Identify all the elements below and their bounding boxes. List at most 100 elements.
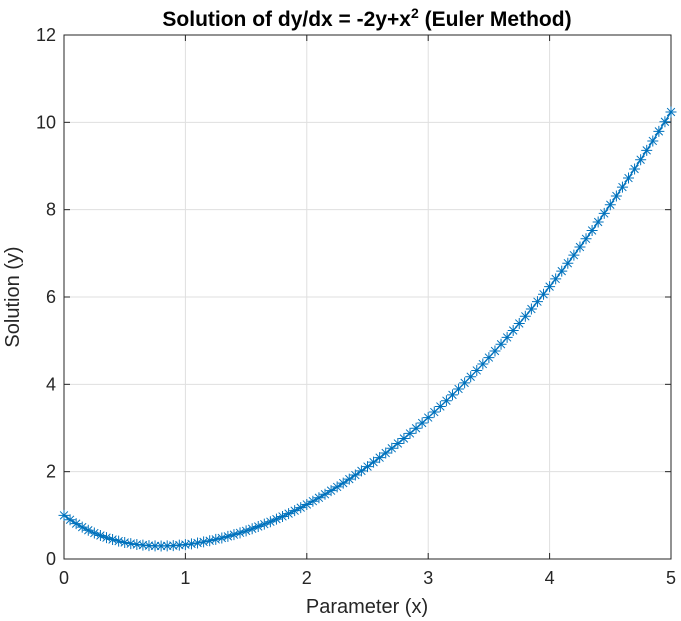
data-point-marker <box>604 199 616 211</box>
data-point-marker <box>343 473 355 485</box>
data-point-marker <box>525 303 537 315</box>
data-point-marker <box>161 540 173 552</box>
data-point-marker <box>653 125 665 137</box>
data-point-marker <box>665 106 677 118</box>
data-point-marker <box>240 525 252 537</box>
series-layer <box>58 106 677 552</box>
data-point-marker <box>325 485 337 497</box>
y-tick-label: 12 <box>36 25 56 45</box>
data-point-marker <box>88 527 100 539</box>
data-point-marker <box>113 535 125 547</box>
data-point-marker <box>173 539 185 551</box>
data-point-marker <box>283 508 295 520</box>
data-point-marker <box>495 338 507 350</box>
data-point-marker <box>125 538 137 550</box>
data-point-marker <box>264 516 276 528</box>
data-point-marker <box>131 538 143 550</box>
data-point-marker <box>198 536 210 548</box>
data-point-marker <box>544 281 556 293</box>
data-point-marker <box>270 513 282 525</box>
y-tick-label: 10 <box>36 112 56 132</box>
data-point-marker <box>459 377 471 389</box>
y-tick-label: 0 <box>46 549 56 569</box>
data-point-marker <box>531 296 543 308</box>
data-point-marker <box>58 509 70 521</box>
data-point-marker <box>143 540 155 552</box>
data-point-marker <box>519 310 531 322</box>
data-point-marker <box>489 345 501 357</box>
data-point-marker <box>355 465 367 477</box>
y-tick-label: 2 <box>46 462 56 482</box>
y-tick-label: 4 <box>46 374 56 394</box>
data-point-marker <box>179 539 191 551</box>
y-tick-label: 6 <box>46 287 56 307</box>
data-point-marker <box>94 530 106 542</box>
data-point-marker <box>149 540 161 552</box>
data-point-marker <box>610 190 622 202</box>
data-point-marker <box>64 514 76 526</box>
data-point-marker <box>107 534 119 546</box>
data-point-marker <box>592 216 604 228</box>
chart-title: Solution of dy/dx = -2y+x2 (Euler Method… <box>162 5 571 31</box>
data-point-marker <box>216 532 228 544</box>
data-point-marker <box>446 389 458 401</box>
data-point-marker <box>301 498 313 510</box>
data-point-marker <box>434 400 446 412</box>
data-point-marker <box>568 249 580 261</box>
x-tick-label: 0 <box>59 568 69 588</box>
data-point-marker <box>362 461 373 473</box>
data-point-marker <box>392 437 404 449</box>
title-suffix: (Euler Method) <box>419 8 572 31</box>
data-point-marker <box>167 540 179 552</box>
data-point-marker <box>556 265 568 277</box>
data-point-marker <box>349 469 361 481</box>
data-point-marker <box>246 523 258 535</box>
x-tick-label: 4 <box>545 568 555 588</box>
data-point-marker <box>331 481 343 493</box>
data-point-marker <box>629 163 641 175</box>
data-point-marker <box>76 521 88 533</box>
data-point-marker <box>465 371 477 383</box>
data-point-marker <box>416 417 428 429</box>
data-point-marker <box>70 518 82 530</box>
data-point-marker <box>137 539 149 551</box>
data-point-marker <box>586 224 598 236</box>
data-point-marker <box>119 536 131 548</box>
data-point-marker <box>507 325 519 336</box>
data-point-marker <box>659 116 671 128</box>
data-point-marker <box>635 154 647 166</box>
data-point-marker <box>337 477 349 489</box>
data-point-marker <box>82 524 94 536</box>
y-axis-label: Solution (y) <box>2 246 24 347</box>
data-point-marker <box>538 288 550 300</box>
data-point-marker <box>234 527 246 539</box>
x-tick-label: 5 <box>666 568 676 588</box>
data-point-marker <box>100 532 112 544</box>
grid-layer <box>63 34 672 560</box>
data-point-marker <box>410 422 422 434</box>
data-point-marker <box>471 364 483 376</box>
title-superscript: 2 <box>411 5 419 21</box>
data-point-marker <box>598 207 610 219</box>
data-point-marker <box>295 502 307 514</box>
data-point-marker <box>313 492 325 504</box>
data-point-marker <box>616 181 628 193</box>
data-point-marker <box>210 533 222 545</box>
data-point-marker <box>368 456 380 468</box>
x-tick-label: 1 <box>180 568 190 588</box>
data-point-marker <box>374 452 386 464</box>
x-tick-label: 2 <box>302 568 312 588</box>
data-point-marker <box>422 412 434 424</box>
data-point-marker <box>398 432 410 444</box>
data-point-marker <box>277 510 289 522</box>
data-point-marker <box>252 521 264 533</box>
data-point-marker <box>513 317 525 329</box>
data-point-marker <box>477 358 489 370</box>
data-point-marker <box>550 273 562 285</box>
data-point-marker <box>185 538 197 550</box>
data-point-marker <box>289 505 301 517</box>
data-point-marker <box>204 535 216 547</box>
data-point-marker <box>483 352 495 364</box>
data-point-marker <box>258 518 270 530</box>
